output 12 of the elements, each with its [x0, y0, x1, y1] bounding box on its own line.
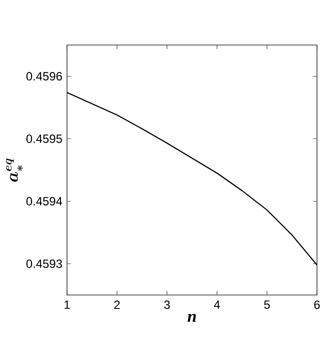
y-tick-label: 0.4593: [26, 260, 62, 268]
x-tick-label: 3: [164, 300, 170, 309]
x-tick-label: 5: [264, 300, 270, 309]
y-tick-label: 0.4594: [26, 197, 62, 206]
x-axis-title: n: [188, 314, 196, 322]
y-tick-label: 0.4596: [26, 72, 62, 80]
y-axis-title: $a_{*}^{eq}$: [6, 158, 23, 182]
x-tick-label: 4: [214, 300, 220, 309]
y-tick-label: 0.4595: [26, 134, 62, 143]
x-tick-label: 1: [64, 300, 70, 309]
x-tick-label: 2: [114, 300, 120, 309]
x-tick-label: 6: [314, 300, 320, 309]
